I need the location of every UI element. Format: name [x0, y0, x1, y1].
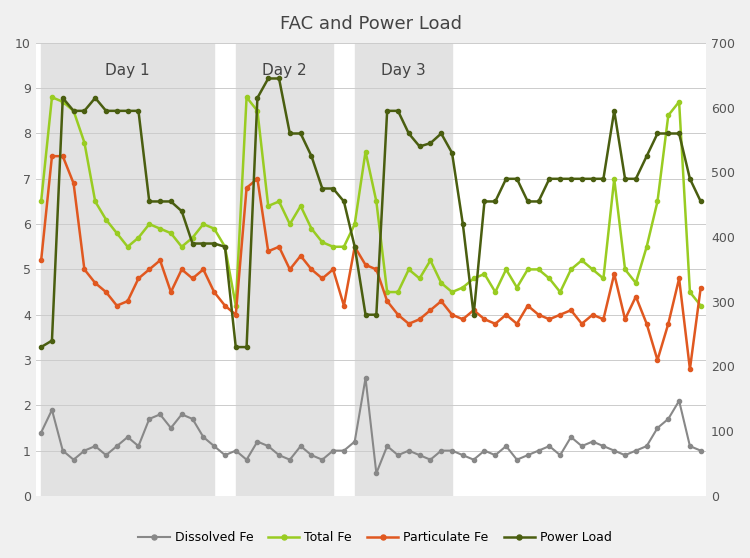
Power Load: [210, 240, 219, 247]
Text: Day 3: Day 3: [381, 63, 426, 78]
Dissolved Fe: [696, 448, 705, 454]
Power Load: [37, 344, 46, 350]
Dissolved Fe: [37, 429, 46, 436]
Line: Power Load: Power Load: [39, 76, 703, 349]
Dissolved Fe: [458, 452, 467, 459]
Text: Day 1: Day 1: [105, 63, 150, 78]
Power Load: [696, 198, 705, 205]
Bar: [41, 43, 214, 496]
Total Fe: [696, 302, 705, 309]
Total Fe: [632, 280, 640, 286]
Particulate Fe: [686, 365, 694, 372]
Total Fe: [101, 217, 110, 223]
Particulate Fe: [101, 288, 110, 295]
Total Fe: [458, 284, 467, 291]
Particulate Fe: [37, 257, 46, 264]
Dissolved Fe: [210, 442, 219, 449]
Legend: Dissolved Fe, Total Fe, Particulate Fe, Power Load: Dissolved Fe, Total Fe, Particulate Fe, …: [134, 526, 616, 549]
Particulate Fe: [372, 266, 381, 273]
Power Load: [448, 150, 457, 156]
Bar: [355, 43, 452, 496]
Bar: [236, 43, 333, 496]
Line: Total Fe: Total Fe: [39, 95, 703, 308]
Line: Dissolved Fe: Dissolved Fe: [39, 376, 703, 475]
Total Fe: [382, 288, 392, 295]
Total Fe: [47, 94, 56, 100]
Total Fe: [220, 243, 230, 250]
Dissolved Fe: [361, 375, 370, 382]
Power Load: [91, 94, 100, 101]
Particulate Fe: [177, 266, 186, 273]
Power Load: [264, 75, 273, 82]
Total Fe: [37, 198, 46, 205]
Power Load: [620, 175, 629, 182]
Power Load: [166, 198, 176, 205]
Power Load: [372, 311, 381, 318]
Total Fe: [231, 302, 240, 309]
Line: Particulate Fe: Particulate Fe: [39, 154, 703, 371]
Particulate Fe: [220, 302, 230, 309]
Dissolved Fe: [166, 425, 176, 431]
Particulate Fe: [620, 316, 629, 323]
Text: Day 2: Day 2: [262, 63, 307, 78]
Dissolved Fe: [632, 448, 640, 454]
Dissolved Fe: [382, 442, 392, 449]
Dissolved Fe: [372, 470, 381, 477]
Total Fe: [177, 243, 186, 250]
Particulate Fe: [47, 153, 56, 160]
Particulate Fe: [696, 284, 705, 291]
Particulate Fe: [448, 311, 457, 318]
Title: FAC and Power Load: FAC and Power Load: [280, 15, 462, 33]
Dissolved Fe: [91, 442, 100, 449]
